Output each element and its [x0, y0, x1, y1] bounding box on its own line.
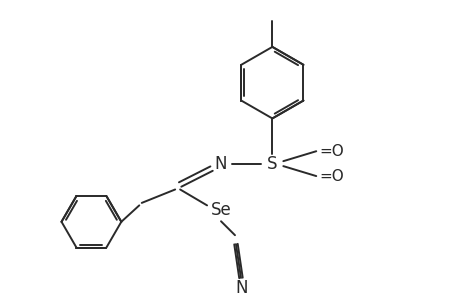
- Text: Se: Se: [210, 201, 231, 219]
- Text: N: N: [235, 279, 248, 297]
- Text: =O: =O: [319, 144, 344, 159]
- Text: S: S: [267, 154, 277, 172]
- Text: N: N: [214, 154, 227, 172]
- Text: =O: =O: [319, 169, 344, 184]
